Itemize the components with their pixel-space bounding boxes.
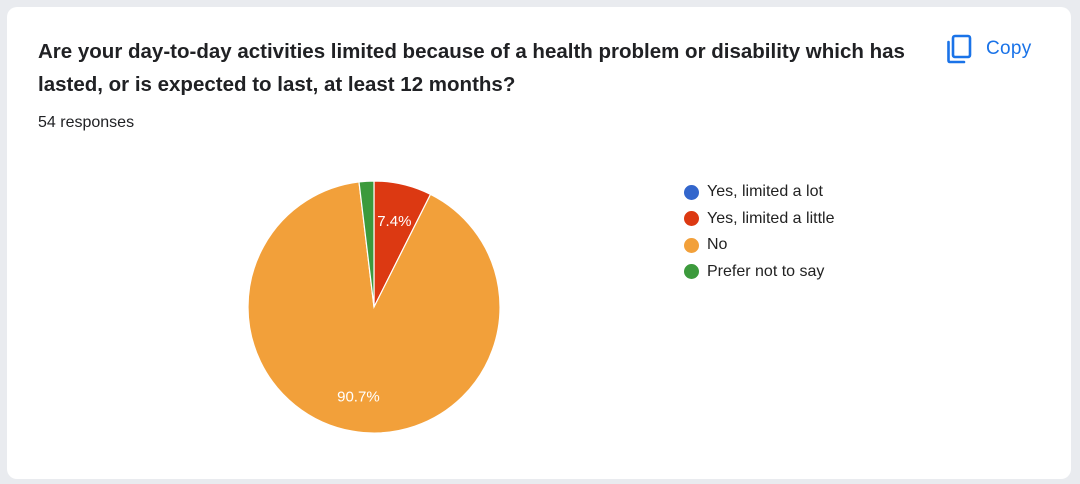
question-title: Are your day-to-day activities limited b… [38,40,905,96]
legend-swatch [684,184,699,200]
slice-label: 7.4% [377,213,411,230]
legend-label: Yes, limited a little [707,209,835,227]
copy-button[interactable]: Copy [940,31,1038,67]
legend-label: No [707,236,728,254]
copy-icon [946,34,972,64]
pie-slice[interactable] [247,181,501,434]
slice-label: 90.7% [337,388,380,405]
copy-label: Copy [986,38,1032,59]
legend-item[interactable]: No [684,232,834,259]
legend-item[interactable]: Yes, limited a little [684,206,834,233]
legend-item[interactable]: Prefer not to say [684,259,834,286]
response-count: 54 responses [38,114,135,131]
legend-swatch [684,264,699,280]
legend-label: Prefer not to say [707,262,825,280]
legend-swatch [684,237,699,253]
legend-item[interactable]: Yes, limited a lot [684,179,834,206]
question-card: Are your day-to-day activities limited b… [7,7,1071,479]
legend-swatch [684,211,699,227]
legend-label: Yes, limited a lot [707,183,823,201]
pie-chart: 7.4% 90.7% [247,180,501,434]
pie-slice[interactable] [358,180,375,308]
chart-legend: Yes, limited a lot Yes, limited a little… [684,179,834,285]
